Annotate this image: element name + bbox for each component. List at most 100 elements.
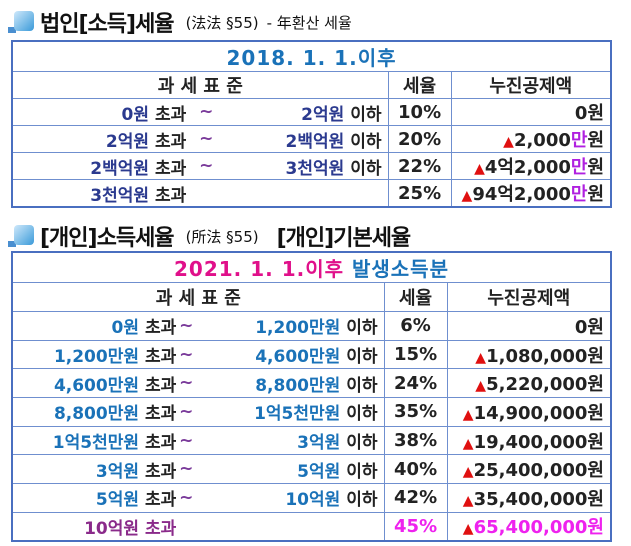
individual-tax-table: 2021. 1. 1.이후 발생소득분 과 세 표 준 세율 누진공제액 0원 초… [11, 251, 612, 542]
range-to: 10억원 [285, 490, 341, 511]
tax-rate: 10% [387, 98, 452, 126]
deduction-value: 5,220,000원 [486, 374, 604, 396]
tax-rate: 45% [383, 511, 448, 542]
range-from: 1,200만원 [53, 347, 139, 368]
table-row: 1,200만원 초과 ~4,600만원 이하 15% ▲1,080,000원 [11, 339, 612, 370]
header-rate: 세율 [387, 71, 452, 99]
tax-rate: 40% [383, 454, 448, 485]
deduction-value: 2,000 [513, 130, 571, 151]
range-le: 이하 [346, 318, 378, 339]
tax-base-range: 0원 초과 ~2억원 이하 [11, 98, 389, 126]
range-exceed: 초과 [145, 404, 177, 425]
range-tilde: ~ [199, 156, 214, 176]
range-tilde: ~ [179, 344, 194, 365]
individual-law: (所法 §55) [185, 227, 259, 246]
range-le: 이하 [346, 404, 378, 425]
range-le: 이하 [350, 158, 382, 179]
corporate-heading: 법인[소득]세율 (法法 §55) - 年환산 세율 [8, 6, 352, 38]
individual-period: 2021. 1. 1.이후 발생소득분 [11, 251, 612, 283]
range-to: 3천억원 [285, 158, 345, 179]
table-row: 4,600만원 초과 ~8,800만원 이하 24% ▲5,220,000원 [11, 368, 612, 399]
table-row: 2억원 초과 ~2백억원 이하 20% ▲2,000만원 [11, 125, 612, 153]
progressive-deduction: ▲1,080,000원 [446, 339, 612, 370]
deduction-value: 4억2,000 [484, 157, 571, 178]
header-deduction: 누진공제액 [450, 71, 612, 99]
deduction-value: 35,400,000원 [473, 488, 604, 510]
range-le: 이하 [350, 131, 382, 152]
deduction-value: 19,400,000원 [473, 431, 604, 453]
triangle-icon: ▲ [503, 134, 514, 150]
range-tilde: ~ [179, 459, 194, 480]
deduction-unit-man: 만 [570, 157, 588, 178]
deduction-value: 1,080,000원 [486, 345, 604, 367]
progressive-deduction: ▲65,400,000원 [446, 511, 612, 542]
range-tilde: ~ [179, 401, 194, 422]
range-exceed: 초과 [145, 518, 177, 539]
range-exceed: 초과 [145, 490, 177, 511]
bullet-cube-icon [8, 225, 34, 247]
range-from: 4,600만원 [53, 375, 139, 396]
table-row: 0원 초과 ~1,200만원 이하 6% 0원 [11, 311, 612, 341]
triangle-icon: ▲ [475, 349, 487, 366]
tax-base-range: 0원 초과 ~1,200만원 이하 [11, 311, 385, 341]
header-base: 과 세 표 준 [11, 71, 389, 99]
table-row: 3천억원 초과 25% ▲94억2,000만원 [11, 179, 612, 208]
tax-rate: 15% [383, 339, 448, 370]
progressive-deduction: ▲5,220,000원 [446, 368, 612, 399]
progressive-deduction: ▲4억2,000만원 [450, 152, 612, 180]
range-exceed: 초과 [145, 433, 177, 454]
tax-base-range: 8,800만원 초과 ~1억5천만원 이하 [11, 397, 385, 427]
deduction-value: 25,400,000원 [473, 460, 604, 482]
table-row: 3억원 초과 ~5억원 이하 40% ▲25,400,000원 [11, 454, 612, 485]
deduction-value: 65,400,000원 [473, 517, 604, 539]
deduction-value: 0원 [574, 316, 604, 338]
range-to: 5억원 [297, 461, 341, 482]
range-to: 2백억원 [285, 131, 345, 152]
range-le: 이하 [350, 104, 382, 125]
tax-base-range: 3억원 초과 ~5억원 이하 [11, 454, 385, 485]
triangle-icon: ▲ [475, 378, 487, 395]
range-exceed: 초과 [145, 347, 177, 368]
range-from: 10억원 [84, 518, 139, 539]
header-rate: 세율 [383, 282, 448, 312]
range-to: 2억원 [301, 104, 345, 125]
range-exceed: 초과 [145, 318, 177, 339]
triangle-icon: ▲ [462, 492, 474, 509]
range-tilde: ~ [199, 102, 214, 122]
triangle-icon: ▲ [462, 435, 474, 452]
range-from: 2억원 [105, 131, 149, 152]
range-exceed: 초과 [155, 158, 187, 179]
deduction-unit-man: 만 [570, 184, 588, 205]
range-tilde: ~ [179, 315, 194, 336]
triangle-icon: ▲ [461, 188, 473, 204]
tax-base-range: 10억원 초과 [11, 511, 385, 542]
range-tilde: ~ [179, 430, 194, 451]
range-le: 이하 [346, 490, 378, 511]
deduction-unit: 원 [587, 130, 604, 151]
range-exceed: 초과 [155, 104, 187, 125]
tax-rate: 24% [383, 368, 448, 399]
table-row: 10억원 초과 45% ▲65,400,000원 [11, 511, 612, 542]
tax-rate: 20% [387, 125, 452, 153]
corporate-period: 2018. 1. 1.이후 [11, 40, 612, 72]
tax-rate: 38% [383, 425, 448, 456]
progressive-deduction: ▲2,000만원 [450, 125, 612, 153]
individual-title: [개인]소득세율 [40, 226, 175, 251]
individual-heading: [개인]소득세율 (所法 §55) [개인]기본세율 [8, 220, 411, 252]
tax-base-range: 2백억원 초과 ~3천억원 이하 [11, 152, 389, 180]
range-to: 3억원 [297, 433, 341, 454]
period-scope: 발생소득분 [351, 257, 449, 281]
range-le: 이하 [346, 433, 378, 454]
progressive-deduction: 0원 [450, 98, 612, 126]
triangle-icon: ▲ [462, 406, 474, 423]
deduction-unit-man: 만 [570, 130, 588, 151]
table-row: 8,800만원 초과 ~1억5천만원 이하 35% ▲14,900,000원 [11, 397, 612, 427]
range-exceed: 초과 [155, 185, 187, 206]
tax-rate: 22% [387, 152, 452, 180]
range-tilde: ~ [199, 129, 214, 149]
bullet-cube-icon [8, 11, 34, 33]
range-to: 8,800만원 [255, 375, 341, 396]
range-from: 8,800만원 [53, 404, 139, 425]
deduction-unit: 원 [587, 157, 604, 178]
triangle-icon: ▲ [474, 161, 485, 177]
